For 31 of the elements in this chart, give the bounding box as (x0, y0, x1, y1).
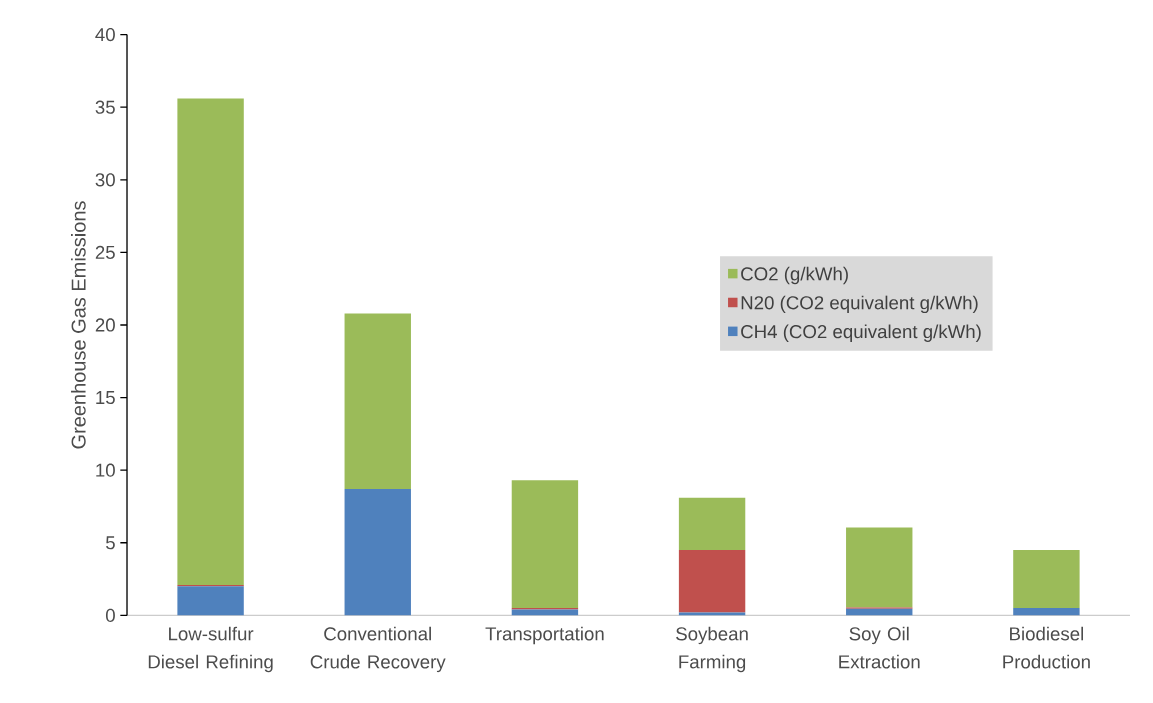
legend-label: CH4 (CO2 equivalent g/kWh) (741, 324, 981, 342)
y-tick-label: 5 (106, 536, 115, 550)
y-axis-title: Greenhouse Gas Emissions (71, 201, 86, 449)
legend-label: N20 (CO2 equivalent g/kWh) (741, 295, 978, 314)
x-tick-label: Soybean Farming (676, 626, 748, 673)
y-tick-label: 35 (95, 100, 115, 114)
bar (678, 550, 746, 613)
y-tick-label: 30 (95, 173, 115, 187)
bar (177, 586, 244, 616)
bar (177, 98, 244, 585)
bar (1013, 550, 1080, 609)
y-tick-label: 0 (105, 608, 115, 622)
bar (678, 497, 746, 551)
bar (344, 313, 411, 490)
y-tick-label: 20 (95, 318, 115, 332)
legend-label: CO2 (g/kWh) (741, 266, 848, 285)
bar (1013, 608, 1080, 616)
bar (846, 608, 913, 616)
x-tick-label: Low-sulfur Diesel Refining (148, 626, 273, 673)
x-tick-label: Conventional Crude Recovery (310, 626, 446, 673)
bar (344, 489, 411, 616)
bar (678, 612, 746, 616)
bar (511, 480, 579, 609)
x-tick-label: Soy Oil Extraction (839, 626, 920, 669)
y-tick-label: 40 (95, 27, 115, 42)
y-tick-label: 15 (96, 391, 115, 405)
y-tick-label: 25 (95, 245, 115, 260)
y-tick-label: 10 (96, 463, 115, 477)
x-tick-label: Transportation (485, 626, 604, 645)
bar (846, 527, 913, 608)
x-tick-label: Biodiesel Production (1003, 626, 1090, 669)
